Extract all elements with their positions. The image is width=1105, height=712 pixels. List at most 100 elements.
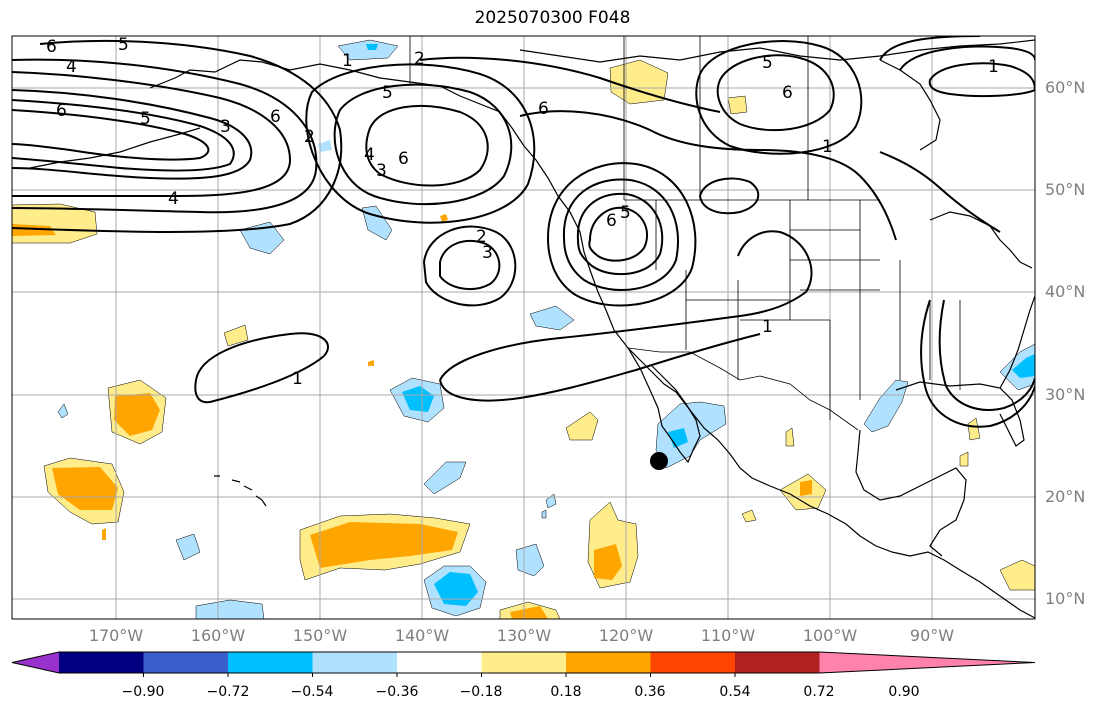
negative-anomaly-area bbox=[195, 599, 265, 619]
contour-line bbox=[12, 39, 343, 233]
positive-anomaly-area bbox=[785, 427, 795, 447]
positive-anomaly-area bbox=[609, 59, 669, 105]
contour-line bbox=[938, 299, 1035, 411]
negative-anomaly-core bbox=[402, 386, 434, 412]
contour-label: 5 bbox=[620, 203, 631, 223]
colorbar-segment bbox=[481, 652, 567, 673]
colorbar-tick-label: 0.72 bbox=[803, 684, 835, 700]
positive-anomaly-area bbox=[440, 214, 448, 222]
colorbar-tick-label: 0.90 bbox=[888, 684, 920, 700]
positive-anomaly-core bbox=[52, 467, 118, 510]
lon-label-90w: 90°W bbox=[909, 626, 955, 645]
negative-anomaly-area bbox=[57, 403, 69, 419]
lon-label-100w: 100°W bbox=[802, 626, 858, 645]
coastline-canada-arctic bbox=[519, 39, 1035, 63]
colorbar-extension-high bbox=[819, 652, 1035, 673]
contour-label: 1 bbox=[822, 137, 833, 157]
positive-anomaly-core bbox=[114, 393, 160, 436]
colorbar-extension-low bbox=[12, 652, 59, 673]
coastline-alaska bbox=[149, 59, 1035, 619]
negative-anomaly-core bbox=[434, 572, 478, 606]
colorbar-tick-label: −0.72 bbox=[206, 684, 250, 700]
contour-label: 3 bbox=[482, 243, 493, 263]
contour-label: 6 bbox=[606, 211, 617, 231]
contour-line bbox=[12, 58, 318, 214]
coastline-hudson bbox=[879, 59, 941, 151]
coastline-east bbox=[999, 295, 1035, 389]
contour-line bbox=[194, 332, 329, 404]
contour-line bbox=[439, 239, 501, 291]
contour-label: 2 bbox=[476, 227, 487, 247]
contour-label: 5 bbox=[118, 35, 129, 55]
contour-label: 4 bbox=[168, 189, 179, 209]
colorbar-tick-label: 0.18 bbox=[550, 684, 582, 700]
border-us-mexico bbox=[627, 347, 859, 431]
colorbar-tick-label: −0.90 bbox=[121, 684, 165, 700]
negative-anomaly-core bbox=[366, 44, 378, 50]
contour-label: 2 bbox=[304, 127, 315, 147]
political-borders bbox=[409, 36, 961, 431]
colorbar-tick-label: −0.36 bbox=[375, 684, 419, 700]
positive-anomaly-area bbox=[223, 324, 249, 347]
lon-label-170w: 170°W bbox=[88, 626, 144, 645]
colorbar-segment bbox=[312, 652, 398, 673]
positive-anomaly-area bbox=[967, 417, 981, 441]
contour-line bbox=[12, 109, 210, 161]
contour-line bbox=[576, 192, 664, 276]
contour-label: 1 bbox=[292, 369, 303, 389]
height-contours bbox=[12, 36, 1035, 428]
negative-anomaly-area bbox=[545, 493, 557, 509]
contour-label: 6 bbox=[56, 101, 67, 121]
lon-label-110w: 110°W bbox=[700, 626, 756, 645]
contour-line bbox=[928, 62, 1035, 98]
negative-anomaly-area bbox=[423, 461, 467, 495]
colorbar-segment bbox=[566, 652, 651, 673]
positive-anomaly-area bbox=[999, 559, 1035, 591]
lat-label-40n: 40°N bbox=[1045, 282, 1086, 301]
contour-label: 2 bbox=[414, 49, 425, 69]
positive-anomaly-area bbox=[368, 360, 374, 366]
colorbar-segment bbox=[735, 652, 820, 673]
coastline-gulf bbox=[855, 429, 967, 557]
positive-anomaly-area bbox=[102, 528, 106, 540]
negative-anomaly-area bbox=[318, 140, 332, 152]
lon-label-120w: 120°W bbox=[598, 626, 654, 645]
lat-label-30n: 30°N bbox=[1045, 385, 1086, 404]
contour-label: 5 bbox=[382, 83, 393, 103]
coastline-great-lakes bbox=[929, 211, 1033, 269]
contour-line bbox=[305, 63, 536, 224]
map-content: 6 5 4 6 5 4 3 2 1 2 5 6 4 3 6 2 3 6 5 6 … bbox=[12, 35, 1035, 619]
positive-anomaly-area bbox=[741, 509, 757, 523]
contour-label: 5 bbox=[140, 109, 151, 129]
hawaii-islands bbox=[214, 475, 267, 507]
contour-label: 6 bbox=[398, 149, 409, 169]
anomaly-shading bbox=[12, 39, 1035, 619]
negative-anomaly-area bbox=[361, 205, 393, 241]
contour-line bbox=[419, 56, 721, 113]
colorbar-outline bbox=[11, 651, 1036, 674]
border-states bbox=[655, 200, 961, 420]
contour-line bbox=[12, 71, 292, 198]
lat-label-10n: 10°N bbox=[1045, 589, 1086, 608]
contour-label: 1 bbox=[762, 317, 773, 337]
contour-label: 6 bbox=[782, 83, 793, 103]
positive-anomaly-core bbox=[310, 522, 458, 568]
negative-anomaly-core bbox=[1012, 354, 1035, 378]
positive-anomaly-core bbox=[510, 606, 548, 619]
colorbar-segment bbox=[650, 652, 736, 673]
map-title: 2025070300 F048 bbox=[474, 8, 631, 28]
contour-label: 6 bbox=[46, 37, 57, 57]
lat-label-20n: 20°N bbox=[1045, 487, 1086, 506]
colorbar-segment bbox=[143, 652, 229, 673]
graticule bbox=[12, 36, 1035, 619]
contour-label: 6 bbox=[270, 107, 281, 127]
negative-anomaly-area bbox=[175, 533, 201, 561]
lon-label-150w: 150°W bbox=[292, 626, 348, 645]
map-frame bbox=[11, 35, 1036, 620]
colorbar-segment bbox=[59, 652, 144, 673]
contour-label-group: 6 5 4 6 5 4 3 2 1 2 5 6 4 3 6 2 3 6 5 6 … bbox=[46, 35, 999, 389]
negative-anomaly-area bbox=[515, 543, 545, 577]
contour-label: 4 bbox=[66, 57, 77, 77]
colorbar-segment bbox=[397, 652, 482, 673]
